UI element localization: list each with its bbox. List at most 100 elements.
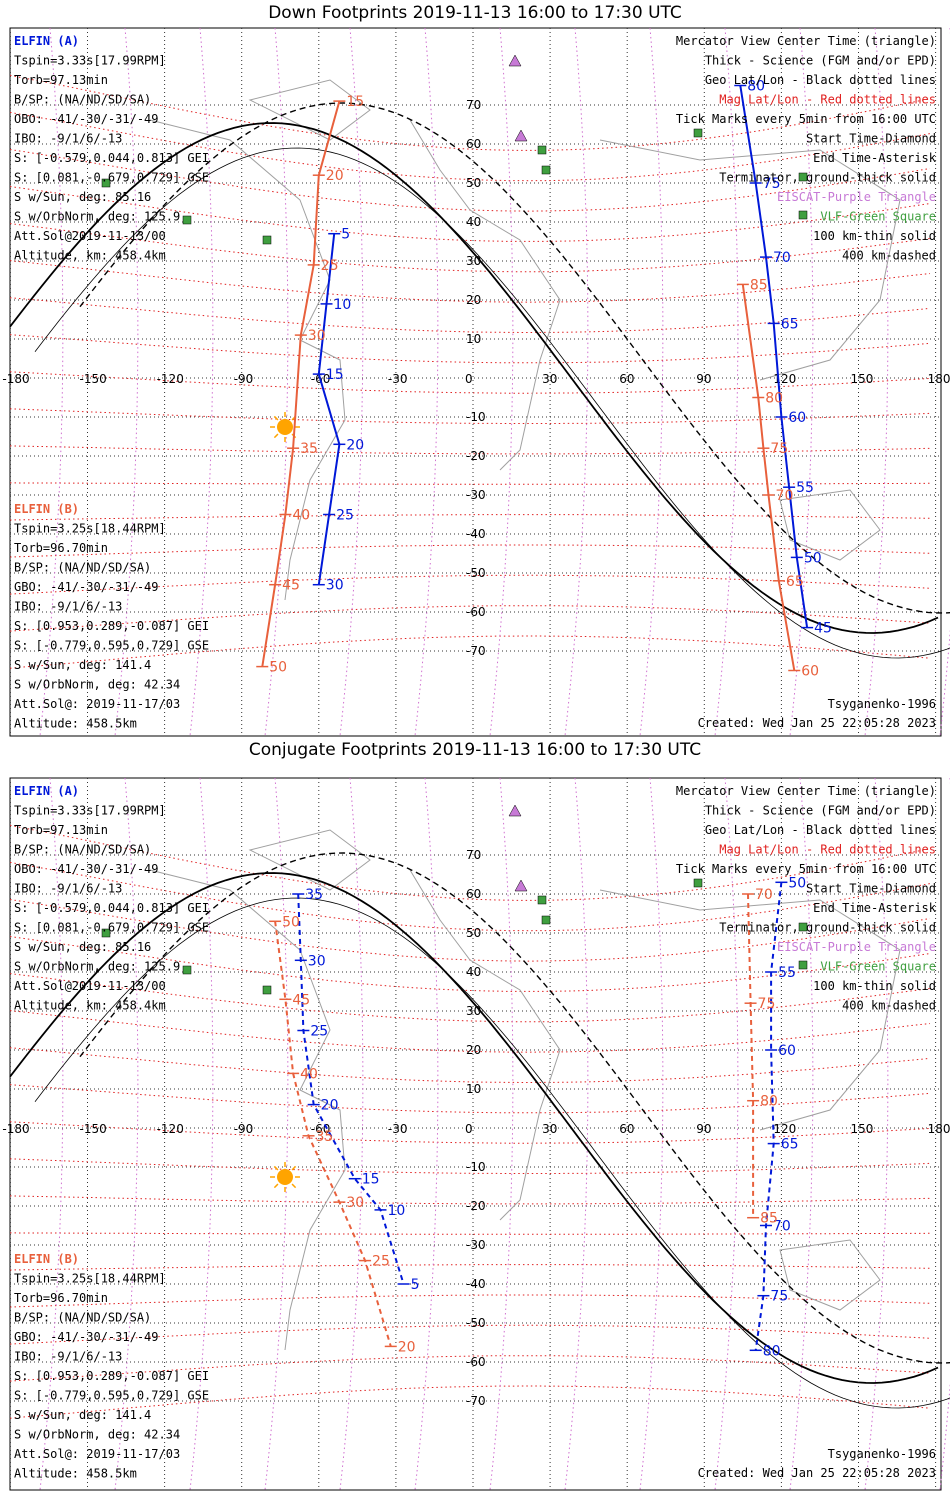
mag-longitude-line [489, 27, 514, 737]
mag-longitude-line [189, 777, 214, 1491]
elfin-b-info-line: Tspin=3.25s[18.44RPM] [14, 1272, 166, 1286]
latitude-label: 40 [466, 215, 481, 229]
legend-entry: Geo Lat/Lon - Black dotted lines [705, 73, 936, 87]
elfin-b-info-line: IBO: -9/1/6/-13 [14, 1350, 122, 1364]
mag-latitude-line [9, 605, 931, 632]
eiscat-station [508, 54, 522, 67]
longitude-label: -120 [157, 1122, 184, 1136]
elfin-b-east-footprint-tick-label: 70 [776, 488, 794, 504]
elfin-b-info-line: Altitude: 458.5km [14, 1467, 137, 1481]
eiscat-station [514, 879, 528, 892]
elfin-a-west-footprint-path [317, 233, 341, 585]
top-panel-title: Down Footprints 2019-11-13 16:00 to 17:3… [268, 3, 682, 23]
mag-longitude-line [639, 27, 664, 737]
legend-entry: Mag Lat/Lon - Red dotted lines [719, 843, 936, 857]
legend-entry: Thick - Science (FGM and/or EPD) [705, 804, 936, 818]
mag-longitude-line [489, 777, 514, 1491]
elfin-b-east-footprint-tick-label: 65 [786, 574, 804, 590]
sun-ray [273, 415, 279, 421]
elfin-b-info-line: Att.Sol@: 2019-11-17/03 [14, 697, 180, 711]
elfin-a-info-line: S: [-0.579,0.044,0.813] GEI [14, 901, 209, 915]
elfin-b-west-footprint-tick-label: 45 [292, 992, 310, 1008]
mag-latitude-line [9, 1121, 931, 1144]
elfin-a-east-footprint-tick-label: 60 [778, 1043, 796, 1059]
elfin-a-info-line: OBO: -41/-30/-31/-49 [14, 112, 159, 126]
terminator-400km [79, 102, 950, 614]
elfin-a-east-footprint-tick-label: 75 [770, 1289, 788, 1305]
mag-longitude-line [339, 777, 364, 1491]
elfin-b-west-footprint-tick-label: 35 [300, 441, 318, 457]
vlf-station [182, 215, 192, 225]
elfin-a-east-footprint-path [739, 85, 809, 628]
eiscat-station [514, 129, 528, 142]
coastline [409, 119, 561, 471]
sun-ray [273, 1165, 279, 1171]
elfin-b-info-line: S w/OrbNorm, deg: 42.34 [14, 678, 180, 692]
sun-ray [273, 1183, 279, 1189]
mag-latitude-line [9, 1195, 931, 1205]
longitude-label: -30 [388, 1122, 408, 1136]
elfin-a-info-line: Tspin=3.33s[17.99RPM] [14, 804, 166, 818]
vlf-station [262, 985, 272, 995]
mag-longitude-line [789, 27, 814, 737]
legend-entry: Mercator View Center Time (triangle) [676, 784, 936, 798]
vlf-station [541, 915, 551, 925]
mag-longitude-line [639, 777, 664, 1491]
legend-entry: Start Time-Diamond [806, 132, 936, 146]
mag-latitude-line [9, 334, 931, 364]
elfin-b-info-line: GBO: -41/-30/-31/-49 [14, 1330, 159, 1344]
sun-ray [291, 1183, 297, 1189]
elfin-b-west-footprint-path [261, 100, 341, 667]
vlf-station [798, 960, 808, 970]
mag-longitude-line [414, 27, 439, 737]
elfin-a-east-footprint-tick-label: 80 [747, 79, 765, 95]
elfin-b-info-line: S: [-0.779,0.595,0.729] GSE [14, 639, 209, 653]
latitude-label: 50 [466, 176, 481, 190]
elfin-a-west-footprint-tick-label: 5 [341, 227, 350, 243]
mag-longitude-line [714, 777, 739, 1491]
longitude-label: 0 [465, 372, 473, 386]
elfin-a-west-footprint-tick-label: 20 [321, 1098, 339, 1114]
mag-longitude-line [564, 27, 589, 737]
vlf-station [798, 172, 808, 182]
elfin-a-east-footprint-tick-label: 65 [781, 1137, 799, 1153]
mag-latitude-line [9, 408, 931, 424]
mag-latitude-line [9, 1294, 931, 1308]
elfin-a-info-line: IBO: -9/1/6/-13 [14, 132, 122, 146]
elfin-b-info-line: S w/Sun, deg: 141.4 [14, 658, 151, 672]
mag-longitude-line [864, 777, 889, 1491]
terminator-ground [9, 872, 939, 1384]
mag-latitude-line [9, 1385, 931, 1419]
vlf-station [693, 878, 703, 888]
elfin-b-west-footprint-tick-label: 45 [282, 578, 300, 594]
latitude-label: 50 [466, 926, 481, 940]
mag-longitude-line [264, 27, 289, 737]
vlf-station [537, 895, 547, 905]
vlf-station [101, 928, 111, 938]
vlf-station [798, 210, 808, 220]
longitude-label: -120 [157, 372, 184, 386]
coastline [149, 869, 346, 1351]
legend-entry: Terminator, ground-thick solid [719, 171, 936, 185]
vlf-station [798, 922, 808, 932]
elfin-b-west-footprint-tick-label: 30 [308, 328, 326, 344]
elfin-a-east-footprint-tick-label: 75 [763, 176, 781, 192]
elfin-b-info-line: S: [-0.779,0.595,0.729] GSE [14, 1389, 209, 1403]
legend-entry: Mercator View Center Time (triangle) [676, 34, 936, 48]
legend-entry: 400 km-dashed [842, 999, 936, 1013]
latitude-label: 20 [466, 293, 481, 307]
legend-entry: EISCAT-Purple Triangle [777, 940, 936, 954]
mag-longitude-line [264, 777, 289, 1491]
elfin-a-west-footprint-tick-label: 20 [346, 437, 364, 453]
legend-entry: VLF-Green Square [820, 960, 936, 974]
elfin-a-west-footprint-tick-label: 25 [310, 1024, 328, 1040]
elfin-a-west-footprint-tick-label: 30 [308, 953, 326, 969]
created-timestamp: Created: Wed Jan 25 22:05:28 2023 [698, 1466, 936, 1480]
latitude-label: -10 [466, 410, 486, 424]
elfin-b-header: ELFIN (B) [14, 502, 79, 516]
elfin-a-info-line: B/SP: (NA/ND/SD/SA) [14, 843, 151, 857]
elfin-a-info-line: Tspin=3.33s[17.99RPM] [14, 54, 166, 68]
latitude-label: 40 [466, 965, 481, 979]
latitude-label: -50 [466, 566, 486, 580]
coastline [779, 1239, 881, 1311]
